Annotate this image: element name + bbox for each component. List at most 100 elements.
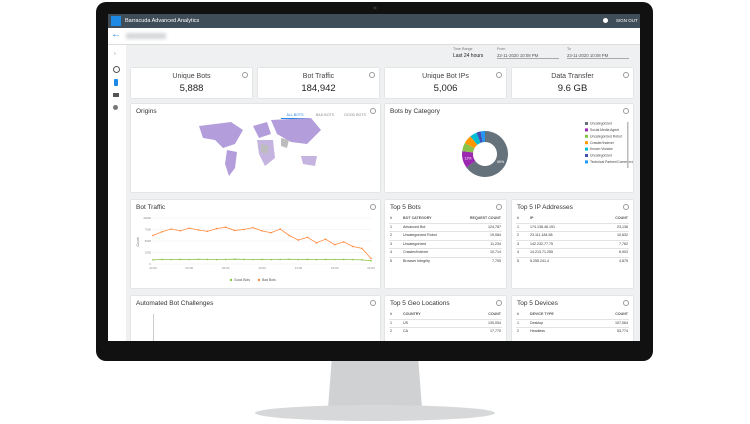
series-point (252, 226, 254, 229)
card-value: 184,942 (301, 83, 336, 94)
slice-label: 65% (497, 160, 504, 164)
series-point (315, 258, 318, 261)
info-icon[interactable] (623, 204, 629, 210)
info-icon[interactable] (496, 72, 502, 78)
world-map (199, 118, 321, 176)
series-point (252, 258, 254, 261)
row-divider (516, 327, 629, 328)
table-cell: 142.232.77.75 (530, 241, 553, 246)
time-range: Time Range Last 24 hours From 22-11-2020… (453, 47, 633, 63)
table-panel: Top 5 IP Addresses # IP COUNT 1 174.138.46.19… (512, 200, 633, 288)
table-cell: 1 (517, 224, 519, 229)
table-cell: 10,632 (617, 233, 628, 237)
series-point (152, 234, 154, 237)
series-point (233, 258, 236, 260)
screen: Barracuda Advanced Analytics SIGN OUT ← … (108, 14, 640, 341)
table-cell: Uncategorized Robot (403, 233, 437, 237)
series-point (279, 228, 281, 230)
series-point (270, 231, 272, 234)
info-icon[interactable] (496, 204, 502, 210)
table-cell: 14.213.71.255 (530, 250, 553, 254)
panel-title: Automated Bot Challenges (136, 300, 214, 307)
x-tick-label: 22:00 (367, 266, 375, 270)
back-button[interactable]: ← (111, 29, 121, 40)
row-divider (516, 231, 629, 232)
info-icon[interactable] (623, 300, 629, 306)
app-logo (111, 16, 121, 26)
map-region (253, 122, 271, 138)
info-icon[interactable] (370, 108, 376, 114)
legend-swatch (585, 154, 588, 157)
x-tick-label: 22:00 (149, 266, 157, 270)
map-region (281, 138, 289, 148)
column-header: COUNT (488, 312, 501, 316)
table-cell: 7,762 (619, 241, 628, 246)
table-cell: 17,770 (490, 329, 501, 333)
table-cell: 1 (517, 320, 519, 325)
card-title: Unique Bots (172, 73, 211, 80)
settings-icon[interactable] (113, 105, 118, 110)
from-input[interactable]: 22-11-2020 10:08 PM (497, 53, 559, 59)
series-point (224, 258, 227, 261)
legend-swatch (585, 160, 588, 164)
theme-toggle[interactable] (603, 17, 608, 23)
traffic-panel: Bot Traffic Count 0 2500 5000 7500 10000 22:00 0… (131, 200, 380, 288)
donut-chart: 65% 12% Uncategorized Social Media Agent Unc… (462, 122, 633, 177)
legend-label: Social Media Agent (590, 128, 619, 132)
column-header: REQUEST COUNT (469, 216, 501, 220)
column-header: # (517, 216, 519, 220)
card-value: 9.6 GB (557, 83, 588, 94)
series-point (333, 258, 336, 261)
table-cell: Browser Integrity (403, 258, 430, 263)
expand-icon[interactable]: › (114, 51, 116, 57)
tab[interactable]: GOOD BOTS (344, 113, 366, 117)
donut-slice (480, 131, 485, 143)
to-label: To (567, 47, 571, 51)
tab[interactable]: BAD BOTS (315, 113, 335, 117)
info-icon[interactable] (370, 204, 376, 210)
series-point (306, 236, 309, 239)
card-title: Bot Traffic (302, 73, 335, 80)
table-cell: 130,054 (488, 320, 501, 325)
info-icon[interactable] (623, 108, 629, 114)
table-cell: 2 (517, 329, 519, 333)
time-range-select[interactable]: Last 24 hours (453, 53, 484, 59)
metric-card: Data Transfer 9.6 GB (512, 68, 633, 98)
tab[interactable]: ALL BOTS (281, 113, 309, 119)
globe-icon[interactable] (113, 66, 120, 73)
info-icon[interactable] (370, 300, 376, 306)
card-icon[interactable] (113, 93, 119, 97)
table-panel: Top 5 Bots # BOT CATEGORY REQUEST COUNT 1 Adv… (385, 200, 506, 288)
info-icon[interactable] (369, 72, 375, 78)
column-header: COUNT (615, 216, 628, 220)
sign-out[interactable]: SIGN OUT (616, 18, 638, 23)
column-header: # (390, 312, 392, 316)
series-point (352, 245, 354, 248)
table-cell: 107,064 (615, 320, 628, 325)
series-point (270, 258, 272, 261)
column-header: COUNTRY (403, 312, 421, 316)
x-tick-label: 02:00 (186, 266, 194, 270)
series-point (361, 259, 363, 261)
row-divider (516, 248, 629, 249)
row-divider (516, 318, 629, 320)
column-header: DEVICE TYPE (530, 312, 554, 316)
donut-slice (466, 131, 508, 177)
info-icon[interactable] (242, 72, 248, 78)
phone-icon[interactable] (114, 79, 118, 86)
info-icon[interactable] (623, 72, 629, 78)
legend-swatch (585, 122, 588, 125)
series-point (215, 258, 218, 261)
to-input[interactable]: 23-11-2020 10:08 PM (567, 53, 629, 59)
table-cell: 6,903 (619, 250, 628, 254)
donut-slice (464, 136, 478, 149)
table-cell: 2 (390, 233, 392, 237)
chart-axis (153, 314, 154, 341)
legend-label: Uncategorized (590, 154, 612, 158)
card-title: Unique Bot IPs (422, 73, 469, 80)
series-point (197, 258, 200, 261)
map-region (271, 118, 321, 144)
series-point (352, 258, 354, 261)
info-icon[interactable] (496, 300, 502, 306)
table-cell: 5 (390, 258, 392, 263)
